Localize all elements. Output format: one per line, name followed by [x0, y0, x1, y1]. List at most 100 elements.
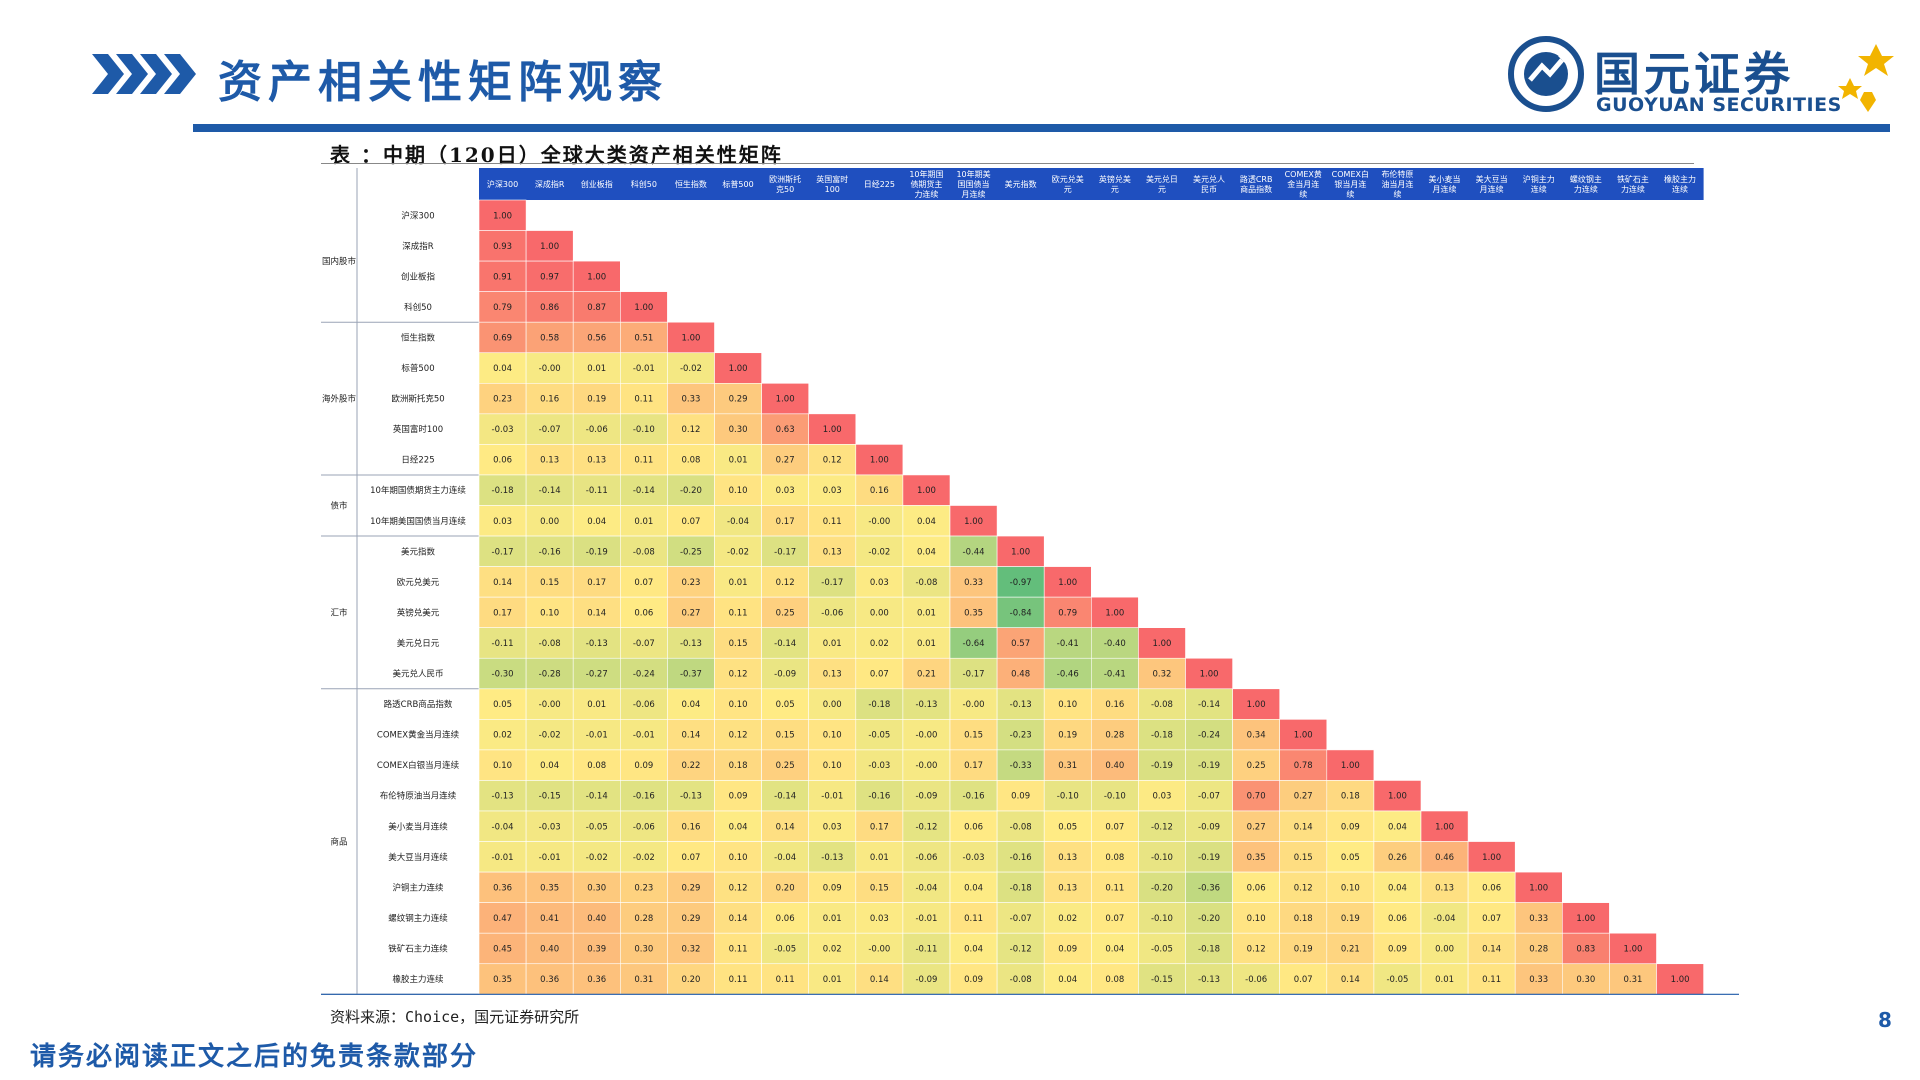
cell-value-label: 0.06: [1388, 914, 1407, 924]
cell-value-label: 0.11: [729, 608, 748, 618]
cell-value-label: 0.17: [964, 761, 983, 771]
heatmap-cell: [525, 291, 574, 323]
heatmap-cell: [667, 535, 715, 567]
heatmap-cell: [572, 352, 621, 384]
heatmap-cell: [525, 230, 574, 262]
heatmap-cell: [1138, 810, 1186, 842]
cell-value-label: 0.04: [587, 517, 606, 527]
cell-value-label: -0.13: [680, 639, 702, 649]
row-label: 铁矿石主力连续: [388, 943, 448, 954]
heatmap-cell: [572, 902, 621, 934]
cell-value-label: -0.30: [492, 670, 514, 680]
heatmap-cell: [761, 505, 809, 537]
heatmap-cell: [619, 291, 668, 323]
heatmap-cell: [525, 810, 574, 842]
cell-value-label: 0.14: [1482, 944, 1501, 954]
cell-value-label: -0.13: [821, 853, 843, 863]
heatmap-cell: [902, 841, 951, 873]
heatmap-cell: [478, 596, 527, 629]
row-label: 欧元兑美元: [397, 577, 440, 588]
cell-value-label: 0.23: [681, 578, 700, 588]
heatmap-cell: [902, 688, 951, 720]
cell-value-label: 0.09: [1011, 792, 1030, 802]
heatmap-cell: [1043, 749, 1092, 781]
heatmap-cell: [1185, 749, 1233, 781]
cell-value-label: 0.19: [1058, 731, 1077, 741]
cell-value-label: 0.20: [776, 883, 795, 893]
cell-value-label: 0.58: [540, 333, 559, 343]
cell-value-label: 0.00: [823, 700, 842, 710]
heatmap-cell: [572, 657, 621, 690]
cell-value-label: 0.10: [1341, 883, 1360, 893]
heatmap-cell: [572, 627, 621, 659]
heatmap-cell: [714, 841, 762, 873]
column-header-label: 美大豆当月连续: [1476, 174, 1508, 194]
heatmap-cell: [667, 352, 715, 384]
cell-value-label: -0.41: [1104, 670, 1126, 680]
heatmap-cell: [1326, 902, 1375, 934]
cell-value-label: 0.11: [634, 395, 653, 405]
cell-value-label: -0.12: [1151, 822, 1173, 832]
cell-value-label: -0.00: [915, 761, 937, 771]
cell-value-label: 0.25: [1247, 761, 1266, 771]
cell-value-label: 0.07: [634, 578, 653, 588]
cell-value-label: 0.04: [493, 364, 512, 374]
cell-value-label: 0.16: [681, 822, 700, 832]
cell-value-label: 0.11: [729, 944, 748, 954]
cell-value-label: 1.00: [1152, 639, 1171, 649]
heatmap-cell: [902, 596, 951, 629]
heatmap-cell: [1043, 596, 1092, 629]
cell-value-label: -0.27: [586, 670, 608, 680]
cell-value-label: 0.02: [1058, 914, 1077, 924]
cell-value-label: 0.06: [1247, 883, 1266, 893]
heatmap-cell: [761, 810, 809, 842]
cell-value-label: 0.15: [776, 731, 795, 741]
group-label: 汇市: [330, 607, 348, 618]
column-header-label: 布伦特原油当月连续: [1381, 169, 1413, 199]
cell-value-label: 0.02: [870, 639, 889, 649]
cell-value-label: 0.30: [1576, 975, 1595, 985]
cell-value-label: -0.10: [1104, 792, 1126, 802]
cell-value-label: 1.00: [917, 486, 936, 496]
cell-value-label: -0.37: [680, 670, 702, 680]
row-label: 螺纹钢主力连续: [388, 913, 448, 924]
heatmap-cell: [1420, 810, 1469, 842]
heatmap-cell: [1185, 657, 1233, 690]
heatmap-cell: [1420, 902, 1469, 934]
cell-value-label: 0.16: [870, 486, 889, 496]
company-logo: 国元证券 GUOYUAN SECURITIES: [1508, 36, 1898, 120]
heatmap-cell: [1562, 932, 1610, 965]
cell-value-label: -0.17: [492, 547, 514, 557]
cell-value-label: 0.04: [1388, 883, 1407, 893]
group-label: 海外股市: [322, 394, 357, 405]
heatmap-cell: [996, 657, 1045, 690]
cell-value-label: 1.00: [1388, 792, 1407, 802]
cell-value-label: 0.12: [1294, 883, 1313, 893]
heatmap-cell: [855, 810, 904, 842]
cell-value-label: 0.28: [1105, 731, 1124, 741]
cell-value-label: -0.05: [774, 944, 796, 954]
cell-value-label: -0.36: [1198, 883, 1220, 893]
cell-value-label: 0.17: [587, 578, 606, 588]
cell-value-label: -0.01: [915, 914, 937, 924]
cell-value-label: 0.78: [1294, 761, 1313, 771]
heatmap-cell: [1138, 688, 1186, 720]
cell-value-label: -0.24: [1198, 731, 1220, 741]
heatmap-cell: [1091, 841, 1139, 873]
cell-value-label: 1.00: [729, 364, 748, 374]
cell-value-label: 0.04: [917, 517, 936, 527]
column-header-label: 美元指数: [1005, 179, 1037, 189]
cell-value-label: 0.03: [1152, 792, 1171, 802]
heatmap-cell: [902, 902, 951, 934]
heatmap-cell: [808, 505, 857, 537]
cell-value-label: -0.13: [1198, 975, 1220, 985]
cell-value-label: 0.10: [729, 700, 748, 710]
cell-value-label: 0.23: [493, 395, 512, 405]
cell-value-label: 0.63: [776, 425, 795, 435]
cell-value-label: 0.19: [1294, 944, 1313, 954]
heatmap-cell: [572, 719, 621, 751]
heatmap-cell: [996, 932, 1045, 965]
heatmap-cell: [619, 688, 668, 720]
cell-value-label: 0.36: [493, 883, 512, 893]
cell-value-label: 0.97: [540, 272, 559, 282]
